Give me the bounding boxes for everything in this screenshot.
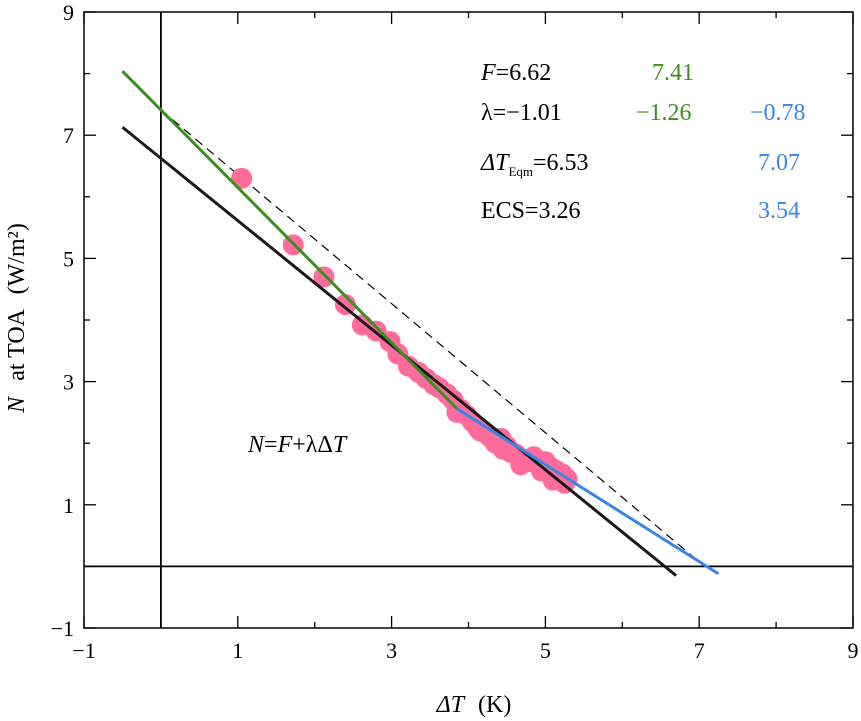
param-F-symbol: F [480,60,496,86]
param-teqm-value: =6.53 [533,150,589,176]
param-F-value: =6.62 [496,60,552,86]
x-axis-label-unit: (K) [478,692,511,718]
series-line-fit-late-years [456,407,720,576]
y-axis-label: N at TOA (W/m²) [4,223,30,414]
y-axis-label-symbol: N [4,395,30,414]
series-line-fit-early-years [121,70,459,410]
formula-plus-lambda: +λΔ [292,432,333,458]
scatter-point [231,167,253,189]
param-F-black: F=6.62 [480,60,551,86]
parameter-table: F=6.62 7.41 λ=−1.01 −1.26 −0.78 ΔTEqm=6.… [480,60,806,224]
y-axis-label-unit: (W/m²) [4,223,30,294]
param-teqm-subscript: Eqm [508,164,533,179]
y-tick-label: 5 [63,246,74,271]
x-tick-label: 9 [848,638,859,663]
param-teqm-blue: 7.07 [758,150,800,176]
plot-frame [83,11,854,629]
param-teqm-black: ΔTEqm=6.53 [480,150,589,179]
scatter-point [510,454,532,476]
param-ecs-black: ECS=3.26 [481,198,581,224]
param-lambda-blue: −0.78 [750,100,806,126]
y-tick-label: 1 [63,493,74,518]
x-tick-label: −1 [72,638,95,663]
fit-lines-layer [121,70,720,577]
param-F-green: 7.41 [652,60,694,86]
formula-N: N [247,432,266,458]
x-tick-label: 5 [540,638,551,663]
x-tick-label: 1 [232,638,243,663]
x-tick-label: 3 [386,638,397,663]
param-lambda-green: −1.26 [636,100,692,126]
param-ecs-blue: 3.54 [758,198,800,224]
series-line-reference [160,109,705,567]
y-tick-label: −1 [51,616,74,641]
series-layer [160,109,705,567]
x-axis-label: ΔT (K) [436,692,512,718]
y-tick-label: 3 [63,370,74,395]
x-tick-label: 7 [694,638,705,663]
scatter-point [492,438,514,460]
scatter-point [313,266,335,288]
formula-eq: = [264,432,278,458]
x-axis-label-symbol: ΔT [436,692,466,718]
formula-T: T [333,432,348,458]
ticks-layer: −1 1 3 5 7 9 −1 1 3 5 7 9 [51,0,859,663]
param-lambda-black: λ=−1.01 [481,100,562,126]
zero-lines-layer [84,12,853,628]
y-axis-label-text: at TOA [4,308,30,380]
formula-annotation: N=F+λΔT [247,432,348,458]
param-teqm-symbol: ΔT [480,150,510,176]
y-tick-label: 7 [63,123,74,148]
formula-F: F [277,432,293,458]
y-tick-label: 9 [63,0,74,25]
scatter-point [446,401,468,423]
